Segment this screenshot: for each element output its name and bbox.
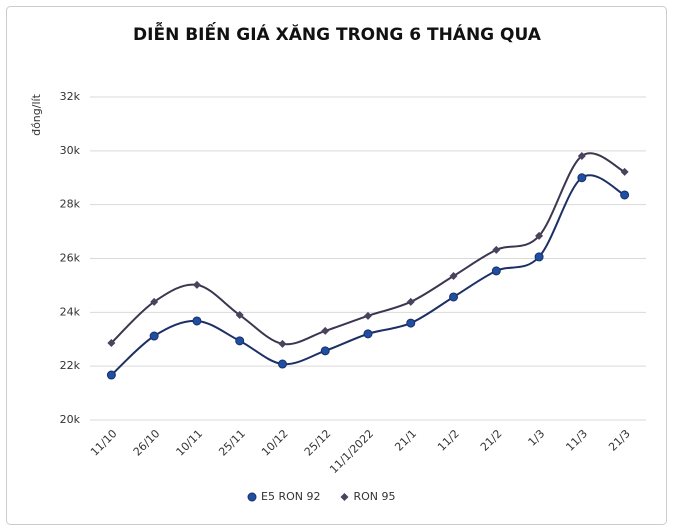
point <box>492 245 501 254</box>
point <box>406 318 416 328</box>
point <box>364 311 372 320</box>
legend-label: RON 95 <box>353 490 395 503</box>
legend-marker <box>247 492 257 502</box>
legend-marker <box>340 493 349 501</box>
point <box>577 151 586 160</box>
point <box>192 316 202 326</box>
point <box>192 280 201 289</box>
point <box>491 266 501 276</box>
point <box>620 190 630 200</box>
y-tick-label: 28k <box>60 198 81 211</box>
point <box>277 359 287 369</box>
point <box>235 311 244 320</box>
point <box>235 336 245 346</box>
point <box>363 329 373 339</box>
point <box>406 297 415 306</box>
point <box>449 292 459 302</box>
point <box>320 346 330 356</box>
chart-border <box>6 6 667 525</box>
point <box>278 339 287 348</box>
point <box>577 173 587 183</box>
point <box>620 167 629 176</box>
point <box>106 370 116 380</box>
y-tick-label: 26k <box>60 252 81 265</box>
y-tick-label: 20k <box>60 413 81 426</box>
point <box>150 297 159 306</box>
legend-label: E5 RON 92 <box>261 490 320 503</box>
y-tick-label: 30k <box>60 144 81 157</box>
point <box>107 339 116 348</box>
point <box>449 271 458 280</box>
point <box>535 231 544 240</box>
y-tick-label: 22k <box>60 359 81 372</box>
point <box>534 252 544 262</box>
y-axis-label: đồng/lít <box>30 93 43 135</box>
point <box>321 326 330 335</box>
chart-title: DIỄN BIẾN GIÁ XĂNG TRONG 6 THÁNG QUA <box>133 20 542 45</box>
y-tick-label: 32k <box>60 90 81 103</box>
point <box>149 331 159 341</box>
y-tick-label: 24k <box>60 305 81 318</box>
